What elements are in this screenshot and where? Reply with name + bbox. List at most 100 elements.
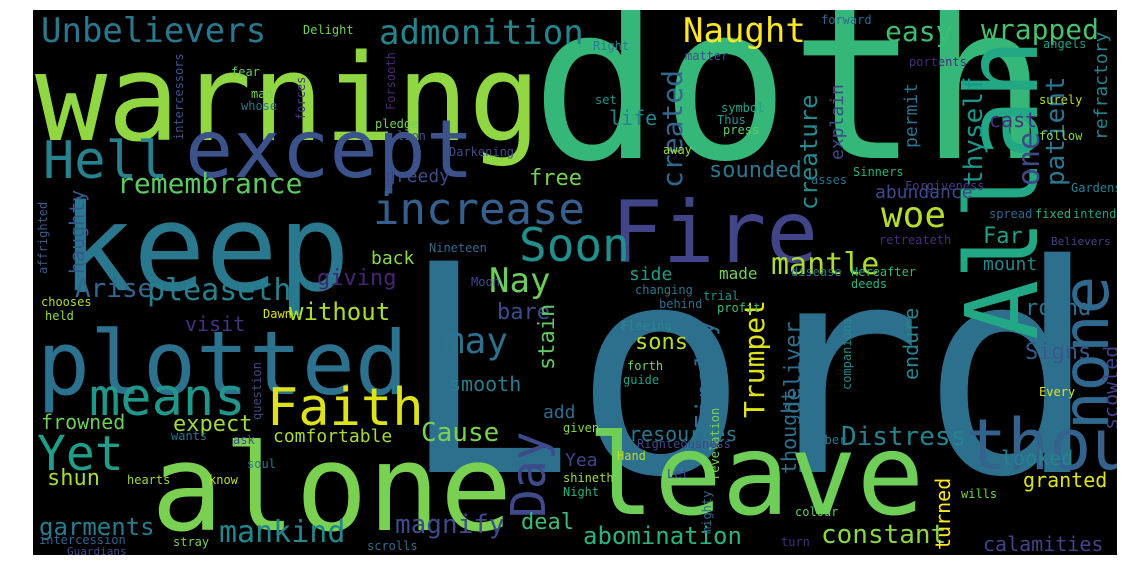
- word-yet: Yet: [37, 426, 124, 482]
- word-fleeing: Fleeing: [621, 319, 672, 333]
- word-easy: easy: [885, 15, 953, 48]
- word-hereafter: Hereafter: [851, 265, 917, 279]
- word-remembrance: remembrance: [117, 167, 303, 200]
- word-wills: wills: [961, 487, 998, 501]
- word-pleaseth: pleaseth: [147, 273, 292, 308]
- word-created: created: [656, 69, 689, 188]
- word-righteousness: Righteousness: [637, 437, 731, 451]
- word-far: Far: [983, 224, 1023, 249]
- word-guide: guide: [623, 373, 660, 387]
- word-intend: intend: [1073, 207, 1117, 221]
- word-alone: alone: [151, 420, 513, 555]
- word-permit: permit: [901, 82, 922, 148]
- word-follow: follow: [1039, 129, 1083, 143]
- word-distress: Distress: [841, 422, 967, 452]
- word-mighty: mighty: [700, 490, 714, 534]
- word-delight: Delight: [303, 23, 354, 37]
- word-believers: Believers: [1051, 235, 1111, 248]
- word-thou: thou: [965, 404, 1117, 486]
- word-thought: thought: [777, 389, 801, 474]
- word-free: free: [529, 166, 582, 191]
- word-except: except: [185, 103, 474, 196]
- word-thus: Thus: [717, 113, 746, 127]
- word-fear: fear: [231, 65, 260, 79]
- word-away: away: [663, 143, 692, 157]
- word-man: man: [251, 87, 273, 101]
- word-plotted: plotted: [37, 312, 408, 415]
- word-right: Right: [593, 39, 630, 53]
- word-stray: stray: [173, 535, 210, 549]
- word-giving: giving: [317, 266, 397, 291]
- word-darkening: Darkening: [449, 145, 515, 159]
- word-bare: bare: [497, 300, 550, 325]
- word-turned: turned: [931, 477, 955, 550]
- word-scowled: scowled: [1099, 345, 1117, 430]
- word-means: means: [89, 368, 246, 428]
- word-given: given: [563, 421, 600, 435]
- word-shineth: shineth: [563, 471, 614, 485]
- word-lord: Lord: [399, 204, 1098, 541]
- word-whose: whose: [241, 99, 278, 113]
- word-mantle: mantle: [771, 247, 880, 282]
- word-signs: Signs: [1025, 340, 1092, 365]
- word-every: Every: [1039, 385, 1076, 399]
- word-dawn: Dawn: [263, 307, 292, 321]
- word-visit: visit: [185, 312, 246, 336]
- word-arise: Arise: [75, 274, 154, 304]
- word-deeds: deeds: [851, 277, 888, 291]
- word-explain: explain: [827, 84, 848, 160]
- word-sinners: Sinners: [853, 165, 904, 179]
- word-hell: Hell: [43, 131, 169, 191]
- word-soon: Soon: [519, 218, 630, 272]
- word-trial: trial: [703, 289, 740, 303]
- word-soul: soul: [247, 457, 276, 471]
- word-unbelievers: Unbelievers: [41, 11, 267, 51]
- word-forth: forth: [627, 359, 664, 373]
- word-forces: forces: [294, 76, 308, 120]
- word-hearts: hearts: [127, 473, 171, 487]
- word-hand: Hand: [617, 449, 646, 463]
- word-nineteen: Nineteen: [429, 241, 487, 255]
- word-faith: Faith: [267, 378, 424, 438]
- word-round: round: [1025, 296, 1092, 321]
- word-know: know: [209, 473, 238, 487]
- word-doth: doth: [531, 10, 1049, 209]
- word-frowned: frowned: [41, 410, 126, 434]
- word-let: Let: [667, 467, 689, 481]
- word-asses: asses: [811, 173, 848, 187]
- word-forsooth: Forsooth: [384, 52, 398, 110]
- word-question: question: [250, 362, 264, 420]
- word-retreateth: retreateth: [879, 233, 952, 247]
- word-admonition: admonition: [379, 13, 584, 53]
- word-add: add: [543, 402, 576, 423]
- word-angels: angels: [1043, 37, 1087, 51]
- word-haughty: haughty: [65, 189, 89, 274]
- word-resources: resources: [629, 422, 738, 446]
- word-affrighted: affrighted: [36, 201, 50, 274]
- word-pledge: pledge: [375, 117, 419, 131]
- word-held: held: [45, 309, 74, 323]
- word-thyself: thyself: [959, 76, 989, 186]
- word-wrapped: wrapped: [981, 13, 1100, 46]
- word-gardens: Gardens: [1071, 181, 1117, 195]
- word-woe: woe: [881, 195, 947, 236]
- word-creature: creature: [795, 94, 823, 210]
- word-yea: Yea: [565, 450, 598, 471]
- word-comfortable: comfortable: [273, 426, 393, 447]
- word-ask: ask: [233, 433, 255, 447]
- word-warning: warning: [35, 30, 541, 169]
- word-greedy: greedy: [385, 166, 451, 187]
- word-set: set: [595, 93, 617, 107]
- word-night: Night: [563, 485, 600, 499]
- word-life: life: [609, 106, 658, 130]
- word-chooses: chooses: [41, 295, 92, 309]
- word-mankind: mankind: [219, 515, 346, 550]
- word-without: without: [289, 298, 391, 326]
- word-cast: cast: [989, 108, 1038, 132]
- word-increase: increase: [373, 184, 585, 235]
- word-sons: sons: [635, 330, 688, 355]
- word-shun: shun: [47, 466, 100, 491]
- word-leave: leave: [587, 411, 925, 541]
- word-abundance: abundance: [875, 182, 973, 203]
- word-intercession: intercession: [39, 533, 126, 547]
